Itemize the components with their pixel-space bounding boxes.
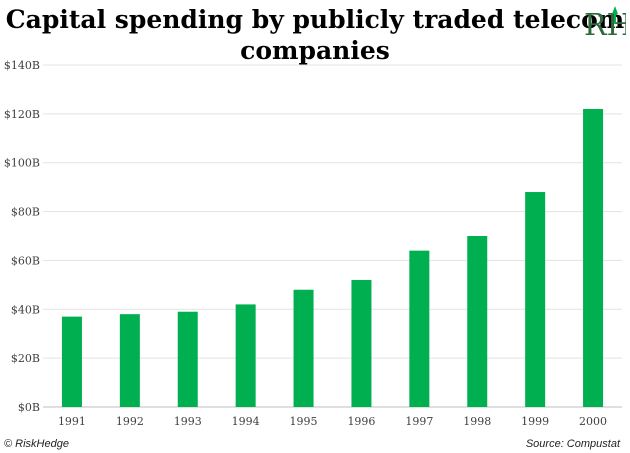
- chart-bars: [61, 108, 604, 407]
- x-tick-label: 2000: [579, 415, 607, 428]
- x-tick-label: 1995: [290, 415, 318, 428]
- bar-1992: [119, 314, 140, 407]
- bar-1993: [177, 311, 198, 407]
- rh-monogram-logo: RH: [584, 6, 626, 43]
- chart-title-line-1: Capital spending by publicly traded tele…: [5, 5, 625, 34]
- bar-2000: [583, 108, 604, 407]
- chart-title: Capital spending by publicly traded tele…: [0, 4, 630, 66]
- x-tick-label: 1991: [58, 415, 86, 428]
- copyright-note: © RiskHedge: [4, 438, 69, 450]
- y-tick-label: $100B: [4, 157, 40, 170]
- x-tick-label: 1997: [405, 415, 433, 428]
- bar-1991: [61, 316, 82, 407]
- bar-1999: [525, 192, 546, 407]
- x-tick-label: 1994: [232, 415, 260, 428]
- bar-1998: [467, 236, 488, 407]
- y-tick-label: $140B: [4, 59, 40, 72]
- x-tick-label: 1992: [116, 415, 144, 428]
- y-tick-label: $40B: [11, 303, 40, 316]
- bar-1996: [351, 279, 372, 407]
- y-tick-label: $0B: [18, 401, 40, 414]
- x-tick-label: 1999: [521, 415, 549, 428]
- x-tick-label: 1996: [347, 415, 375, 428]
- x-axis-ticks: 1991 1992 1993 1994 1995 1996 1997 1998 1999 2000: [58, 415, 607, 428]
- chart-title-line-2: companies: [240, 36, 390, 65]
- bar-1994: [235, 304, 256, 407]
- logo-text: RH: [584, 8, 626, 43]
- y-tick-label: $20B: [11, 352, 40, 365]
- y-tick-label: $80B: [11, 206, 40, 219]
- x-tick-label: 1993: [174, 415, 202, 428]
- bar-1995: [293, 289, 314, 407]
- y-tick-label: $120B: [4, 108, 40, 121]
- source-note: Source: Compustat: [525, 438, 620, 450]
- x-tick-label: 1998: [463, 415, 491, 428]
- bar-1997: [409, 250, 430, 407]
- logo-arrow-icon: [612, 6, 618, 24]
- y-tick-label: $60B: [11, 254, 40, 267]
- y-axis-ticks: $0B $20B $40B $60B $80B $100B $120B $140B: [4, 59, 40, 414]
